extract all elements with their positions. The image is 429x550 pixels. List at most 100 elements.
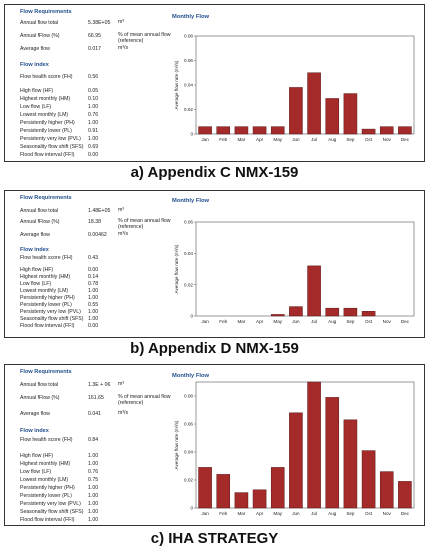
x-tick-label: Jan <box>201 511 209 516</box>
requirement-unit: % of mean annual flow (reference) <box>118 218 171 230</box>
flow-health-value: 0.84 <box>88 437 99 443</box>
requirement-unit: m³ <box>118 19 125 25</box>
x-tick-label: Jul <box>311 137 317 142</box>
x-tick-label: Jan <box>201 137 209 142</box>
bar-jan <box>198 126 212 135</box>
index-value: 0.76 <box>88 112 99 118</box>
index-value: 0.05 <box>88 88 99 94</box>
bar-oct <box>361 450 376 509</box>
requirement-value: 1.48E+05 <box>88 208 111 214</box>
index-label: Highest monthly (HM) <box>20 461 71 467</box>
x-tick-label: Feb <box>219 511 227 516</box>
index-value: 1.00 <box>88 461 99 467</box>
index-label: High flow (HF) <box>20 453 54 459</box>
y-tick-label: 0.04 <box>184 450 193 455</box>
bar-may <box>270 314 285 317</box>
bar-mar <box>234 492 249 509</box>
index-value: 0.75 <box>88 477 99 483</box>
bar-nov <box>379 471 394 509</box>
x-tick-label: Aug <box>328 137 337 142</box>
index-label: Persistenty very low (PVL) <box>20 136 81 142</box>
requirement-label: Annual flow total <box>20 20 59 26</box>
bar-jun <box>289 412 303 509</box>
x-tick-label: Feb <box>219 137 227 142</box>
index-value: 0.14 <box>88 274 99 280</box>
x-tick-label: Jun <box>292 511 300 516</box>
x-tick-label: Aug <box>328 319 337 324</box>
bar-mar <box>234 126 249 135</box>
bar-sep <box>343 419 358 509</box>
bar-feb <box>216 474 231 509</box>
bar-dec <box>398 126 412 135</box>
index-label: Seasonality flow shift (SFS) <box>20 509 84 515</box>
requirement-value: 0.017 <box>88 46 101 52</box>
index-label: Highest monthly (HM) <box>20 274 71 280</box>
index-label: Flood flow interval (FFI) <box>20 517 75 523</box>
index-label: Persistently higher (PH) <box>20 120 75 126</box>
index-label: Flood flow interval (FFI) <box>20 323 75 329</box>
flow-index-heading: Flow index <box>20 62 49 68</box>
requirement-label: Annual flow total <box>20 382 59 388</box>
index-label: Flood flow interval (FFI) <box>20 152 75 158</box>
index-value: 0.69 <box>88 144 99 150</box>
index-value: 0.00 <box>88 152 99 158</box>
y-tick-label: 0.02 <box>184 282 193 287</box>
requirement-label: Annual flow total <box>20 208 59 214</box>
x-tick-label: Sep <box>346 137 355 142</box>
index-label: Persistenty very low (PVL) <box>20 501 81 507</box>
index-label: Persistently higher (PH) <box>20 485 75 491</box>
panel-b-caption: b) Appendix D NMX-159 <box>130 340 299 357</box>
bar-apr <box>252 126 267 135</box>
bar-feb <box>216 126 231 135</box>
index-label: Seasonality flow shift (SFS) <box>20 144 84 150</box>
flow-requirements-heading: Flow Requirements <box>20 9 72 15</box>
y-tick-label: 0.06 <box>184 58 193 63</box>
index-value: 1.00 <box>88 316 99 322</box>
requirement-label: Average flow <box>20 411 50 417</box>
bar-jul <box>307 72 321 135</box>
requirement-label: Annual fFlow (%) <box>20 219 60 225</box>
panel-a <box>4 4 425 162</box>
bar-jul <box>307 381 321 509</box>
x-tick-label: Sep <box>346 319 355 324</box>
flow-health-value: 0.56 <box>88 74 99 80</box>
x-tick-label: Jun <box>292 137 300 142</box>
index-value: 0.00 <box>88 267 99 273</box>
y-tick-label: 0.04 <box>184 251 193 256</box>
bar-oct <box>361 311 376 317</box>
plot-frame <box>195 221 415 317</box>
x-tick-label: Jul <box>311 511 317 516</box>
flow-index-heading: Flow index <box>20 247 49 253</box>
y-tick-label: 0.06 <box>184 422 193 427</box>
flow-health-label: Flow health score (FH) <box>20 437 73 443</box>
bar-nov <box>379 126 394 135</box>
y-axis-label: Average flow rate (m³/s) <box>174 60 179 109</box>
requirement-unit: % of mean annual flow (reference) <box>118 394 171 406</box>
monthly-flow-title: Monthly Flow <box>172 14 210 20</box>
bar-aug <box>325 98 340 135</box>
x-tick-label: Nov <box>383 137 392 142</box>
x-tick-label: Feb <box>219 319 227 324</box>
flow-health-value: 0.43 <box>88 255 99 261</box>
requirement-value: 0.00462 <box>88 232 107 238</box>
index-value: 1.00 <box>88 136 99 142</box>
monthly-flow-title: Monthly Flow <box>172 373 210 379</box>
bar-aug <box>325 397 340 509</box>
index-value: 0.78 <box>88 281 99 287</box>
y-axis-label: Average flow rate (m³/s) <box>174 244 179 293</box>
requirement-unit: m³ <box>118 207 125 213</box>
x-tick-label: Jan <box>201 319 209 324</box>
requirement-unit: m³/s <box>118 410 129 416</box>
index-label: Lowest monthly (LM) <box>20 477 69 483</box>
requirement-unit: m³/s <box>118 231 129 237</box>
x-tick-label: Mar <box>237 319 245 324</box>
y-tick-label: 0 <box>190 506 193 511</box>
index-label: Persistently lower (PL) <box>20 302 72 308</box>
index-label: Low flow (LF) <box>20 281 52 287</box>
flow-requirements-heading: Flow Requirements <box>20 369 72 375</box>
index-label: Low flow (LF) <box>20 104 52 110</box>
bar-jun <box>289 306 303 317</box>
